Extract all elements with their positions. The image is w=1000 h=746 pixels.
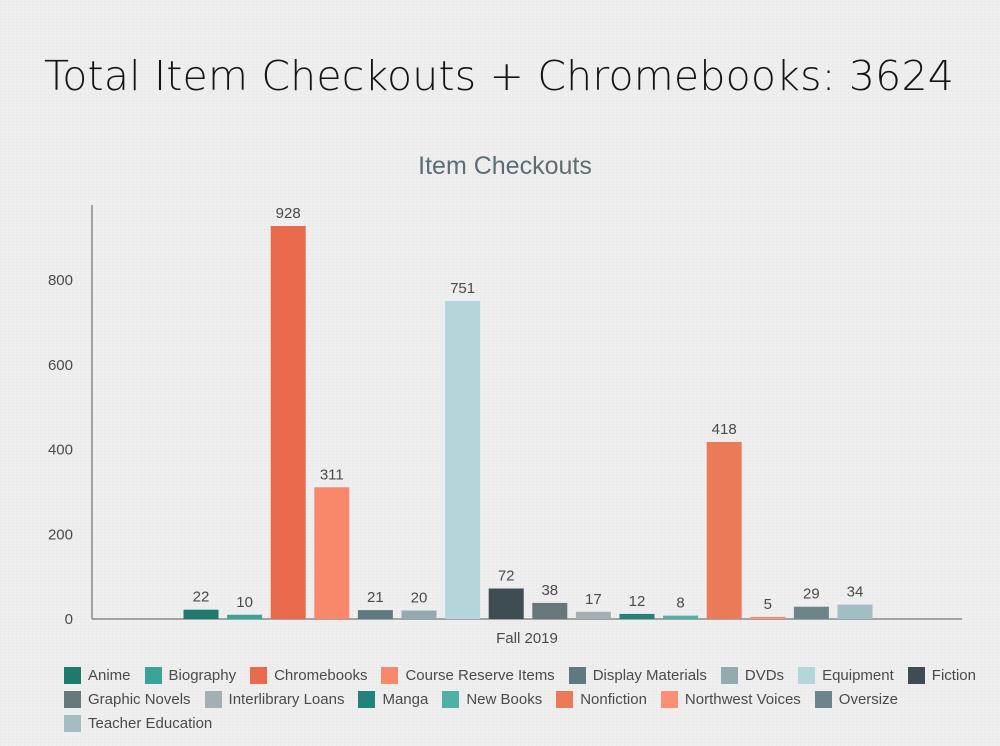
legend-item-equipment[interactable]: Equipment (798, 666, 894, 685)
legend-item-graphic-novels[interactable]: Graphic Novels (64, 690, 191, 709)
legend-item-fiction[interactable]: Fiction (907, 666, 976, 685)
data-label-graphic-novels: 38 (541, 582, 558, 599)
bar-chromebooks[interactable] (270, 226, 306, 619)
data-label-anime: 22 (193, 589, 210, 606)
data-label-fiction: 72 (498, 568, 515, 585)
legend-label: Biography (168, 667, 237, 684)
legend-item-dvds[interactable]: DVDs (720, 666, 785, 685)
data-label-dvds: 20 (411, 590, 428, 607)
legend-item-manga[interactable]: Manga (358, 690, 428, 709)
y-axis-ticks: 0 200 400 600 800 (48, 272, 73, 628)
bar-fiction[interactable] (488, 588, 524, 619)
bar-group (183, 226, 873, 619)
legend-label: Manga (382, 691, 429, 708)
data-label-nonfiction: 418 (712, 421, 737, 438)
legend-label: Graphic Novels (88, 691, 191, 708)
data-label-manga: 12 (629, 593, 646, 610)
legend-swatch (204, 691, 222, 708)
legend-swatch (798, 667, 816, 684)
bar-graphic-novels[interactable] (532, 602, 568, 619)
bar-biography[interactable] (227, 614, 263, 619)
data-label-equipment: 751 (450, 280, 475, 297)
data-label-interlibrary-loans: 17 (585, 591, 602, 608)
page-headline: Total Item Checkouts + Chromebooks: 3624 (44, 52, 955, 100)
legend-swatch (814, 691, 832, 708)
data-label-teacher-education: 34 (847, 584, 864, 601)
bar-oversize[interactable] (793, 606, 829, 619)
legend-swatch (442, 691, 460, 708)
bar-manga[interactable] (619, 613, 655, 619)
legend-label: Equipment (822, 667, 894, 684)
legend-item-nonfiction[interactable]: Nonfiction (556, 690, 647, 709)
bar-nonfiction[interactable] (706, 441, 742, 619)
legend-item-biography[interactable]: Biography (144, 666, 237, 685)
legend-swatch (720, 667, 738, 684)
bar-anime[interactable] (183, 609, 219, 619)
legend-item-course-reserve-items[interactable]: Course Reserve Items (381, 666, 555, 685)
legend-item-chromebooks[interactable]: Chromebooks (250, 666, 367, 685)
x-tick-label: Fall 2019 (496, 630, 558, 647)
legend-swatch (358, 691, 376, 708)
bar-course-reserve-items[interactable] (314, 487, 350, 619)
legend-item-oversize[interactable]: Oversize (814, 690, 898, 709)
chart-title: Item Checkouts (418, 152, 592, 180)
y-tick-label: 600 (48, 357, 73, 374)
legend-label: Anime (88, 667, 131, 684)
legend-label: Fiction (931, 667, 976, 684)
legend-item-teacher-education[interactable]: Teacher Education (64, 714, 212, 733)
legend-label: Course Reserve Items (405, 667, 555, 684)
y-tick-label: 200 (48, 526, 73, 543)
data-label-course-reserve-items: 311 (320, 466, 344, 483)
legend-label: DVDs (744, 667, 785, 684)
bar-new-books[interactable] (663, 615, 699, 619)
legend-label: Northwest Voices (684, 691, 801, 708)
bar-teacher-education[interactable] (837, 604, 873, 619)
data-label-new-books: 8 (676, 595, 684, 612)
legend-label: Interlibrary Loans (228, 691, 345, 708)
bar-dvds[interactable] (401, 610, 437, 619)
legend-label: Nonfiction (580, 691, 647, 708)
y-tick-label: 800 (48, 272, 73, 289)
legend-swatch (64, 691, 81, 708)
legend-label: Teacher Education (88, 715, 213, 732)
legend-item-anime[interactable]: Anime (64, 666, 131, 685)
legend-label: Display Materials (592, 667, 707, 684)
legend-item-new-books[interactable]: New Books (442, 690, 542, 709)
legend-item-interlibrary-loans[interactable]: Interlibrary Loans (204, 690, 345, 709)
legend-swatch (907, 667, 925, 684)
legend-swatch (381, 667, 399, 684)
legend-swatch (568, 667, 586, 684)
y-tick-label: 400 (48, 442, 73, 459)
data-label-display-materials: 21 (367, 589, 384, 606)
bar-northwest-voices[interactable] (750, 616, 786, 619)
legend-swatch (660, 691, 678, 708)
chart-legend: Anime Biography Chromebooks Course Reserve … (64, 666, 984, 733)
legend-item-display-materials[interactable]: Display Materials (568, 666, 707, 685)
legend-label: New Books (466, 691, 543, 708)
legend-label: Oversize (838, 691, 898, 708)
legend-swatch (250, 667, 268, 684)
legend-swatch (144, 667, 162, 684)
data-label-biography: 10 (236, 594, 253, 611)
legend-swatch (556, 691, 574, 708)
legend-label: Chromebooks (274, 667, 368, 684)
bar-display-materials[interactable] (357, 610, 393, 619)
y-tick-label: 0 (65, 611, 73, 628)
data-label-northwest-voices: 5 (764, 596, 772, 613)
data-label-group: 22 10 928 311 21 20 751 72 38 17 12 8 418 5 29 34 (193, 205, 864, 613)
bar-equipment[interactable] (445, 300, 481, 619)
data-label-chromebooks: 928 (276, 205, 301, 222)
legend-swatch (64, 715, 81, 732)
legend-swatch (64, 667, 81, 684)
bar-interlibrary-loans[interactable] (575, 611, 611, 619)
legend-item-northwest-voices[interactable]: Northwest Voices (660, 690, 801, 709)
data-label-oversize: 29 (803, 586, 820, 603)
